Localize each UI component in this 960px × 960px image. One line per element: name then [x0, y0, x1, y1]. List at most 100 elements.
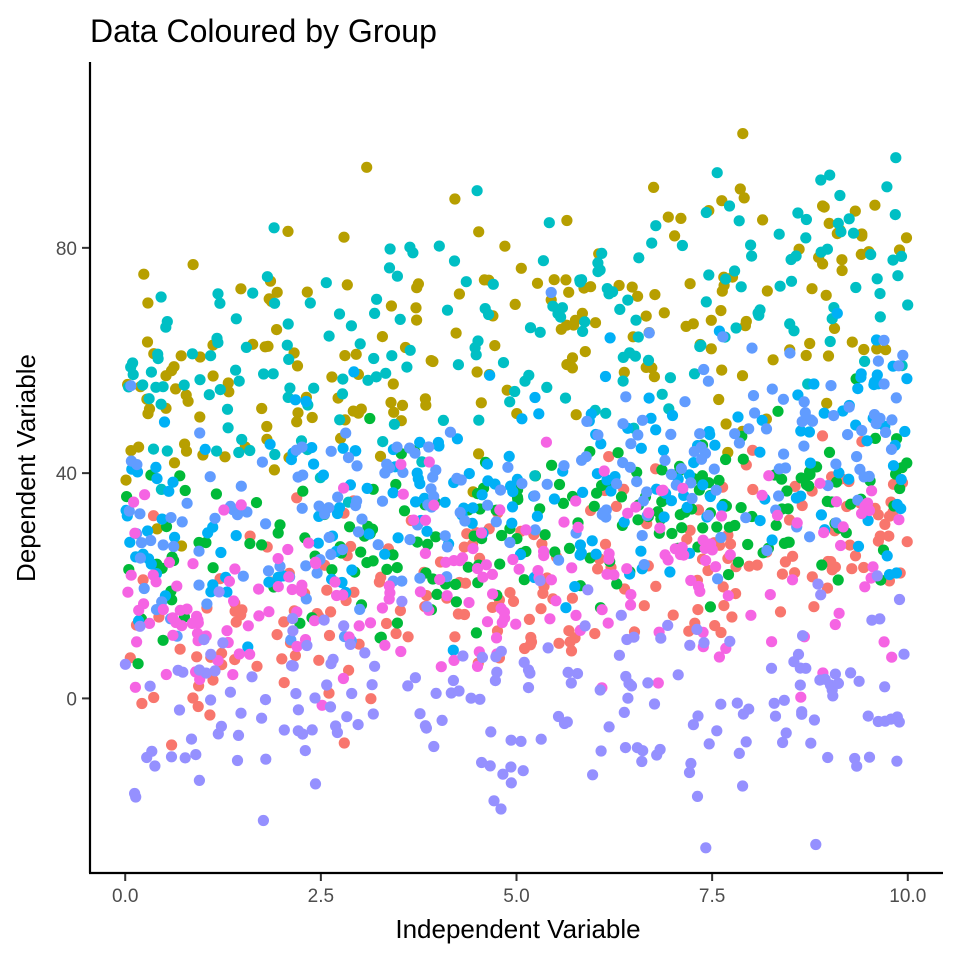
data-point-group-6	[134, 552, 146, 564]
data-point-group-8	[740, 736, 752, 748]
data-point-group-7	[643, 507, 655, 519]
data-point-group-8	[711, 725, 723, 737]
data-point-group-7	[227, 669, 239, 681]
data-point-group-3	[821, 495, 833, 507]
data-point-group-2	[658, 307, 670, 319]
data-point-group-4	[487, 278, 499, 290]
data-point-group-6	[204, 471, 216, 483]
data-point-group-3	[830, 476, 843, 488]
data-point-group-6	[428, 490, 440, 502]
data-point-group-7	[893, 514, 905, 526]
data-point-group-7	[540, 436, 553, 448]
data-point-group-1	[879, 518, 891, 531]
data-point-group-6	[352, 526, 365, 538]
data-point-group-2	[818, 201, 830, 213]
data-point-group-7	[603, 548, 615, 560]
data-point-group-4	[186, 348, 198, 360]
data-point-group-7	[654, 522, 666, 534]
data-point-group-1	[724, 538, 737, 550]
data-point-group-5	[548, 493, 561, 505]
data-point-group-1	[789, 480, 801, 492]
data-point-group-2	[836, 254, 848, 266]
data-point-group-8	[562, 666, 574, 679]
data-point-group-2	[757, 214, 769, 226]
data-point-group-4	[824, 335, 836, 348]
data-point-group-8	[662, 619, 674, 632]
data-point-group-5	[414, 478, 426, 490]
data-point-group-2	[376, 331, 388, 343]
data-point-group-7	[833, 607, 845, 619]
data-point-group-3	[723, 521, 736, 533]
data-point-group-4	[194, 374, 206, 386]
data-point-group-6	[856, 424, 868, 437]
data-point-group-7	[308, 615, 321, 627]
data-point-group-8	[812, 578, 824, 590]
data-point-group-8	[535, 733, 547, 745]
data-point-group-2	[739, 320, 752, 332]
data-point-group-3	[462, 561, 474, 573]
data-point-group-2	[268, 464, 280, 476]
data-point-group-7	[434, 574, 446, 586]
data-point-group-5	[887, 460, 900, 472]
data-point-group-8	[119, 658, 131, 670]
data-point-group-4	[161, 445, 173, 457]
x-tick-label: 10.0	[889, 886, 926, 907]
data-point-group-2	[412, 278, 424, 290]
data-point-group-3	[391, 562, 403, 574]
data-point-group-7	[878, 636, 890, 648]
data-point-group-3	[391, 617, 403, 629]
data-point-group-8	[366, 679, 378, 691]
data-point-group-5	[167, 476, 179, 488]
data-points	[119, 128, 914, 854]
data-point-group-8	[618, 706, 630, 719]
data-point-group-4	[720, 273, 732, 285]
data-point-group-7	[756, 489, 768, 501]
data-point-group-1	[380, 617, 393, 630]
data-point-group-3	[772, 405, 784, 417]
data-point-group-1	[251, 660, 263, 672]
data-point-group-1	[726, 611, 738, 623]
data-point-group-7	[272, 553, 284, 565]
data-point-group-2	[282, 225, 294, 237]
data-point-group-5	[387, 487, 399, 499]
data-point-group-8	[490, 651, 502, 663]
data-point-group-4	[233, 446, 245, 459]
data-point-group-8	[430, 687, 442, 700]
data-point-group-2	[823, 217, 835, 229]
data-point-group-2	[175, 350, 187, 362]
data-point-group-2	[761, 285, 773, 297]
data-point-group-2	[569, 314, 582, 326]
data-point-group-4	[821, 243, 834, 255]
data-point-group-4	[646, 237, 658, 249]
data-point-group-8	[769, 710, 782, 722]
data-point-group-2	[473, 226, 485, 238]
data-point-group-8	[582, 584, 594, 596]
data-point-group-8	[489, 675, 501, 687]
data-point-group-8	[691, 623, 703, 636]
data-point-group-2	[640, 310, 652, 322]
data-point-group-8	[421, 601, 433, 613]
data-point-group-1	[535, 603, 547, 615]
data-point-group-6	[761, 544, 773, 557]
data-point-group-2	[560, 274, 572, 286]
data-point-group-2	[737, 128, 749, 140]
data-point-group-8	[587, 769, 599, 781]
data-point-group-1	[787, 550, 799, 562]
data-point-group-2	[306, 411, 318, 424]
data-point-group-1	[192, 700, 204, 713]
chart-title: Data Coloured by Group	[90, 13, 437, 49]
data-point-group-4	[650, 220, 662, 232]
data-point-group-8	[862, 710, 874, 722]
data-point-group-2	[548, 274, 560, 286]
data-point-group-4	[404, 241, 416, 253]
data-point-group-7	[395, 458, 407, 470]
data-point-group-2	[194, 411, 206, 423]
data-point-group-7	[863, 504, 876, 517]
data-point-group-4	[576, 274, 588, 286]
data-point-group-7	[715, 510, 728, 522]
data-point-group-6	[798, 396, 810, 408]
data-point-group-8	[457, 650, 469, 662]
data-point-group-4	[283, 353, 295, 365]
data-point-group-4	[617, 375, 629, 387]
data-point-group-2	[822, 350, 835, 362]
